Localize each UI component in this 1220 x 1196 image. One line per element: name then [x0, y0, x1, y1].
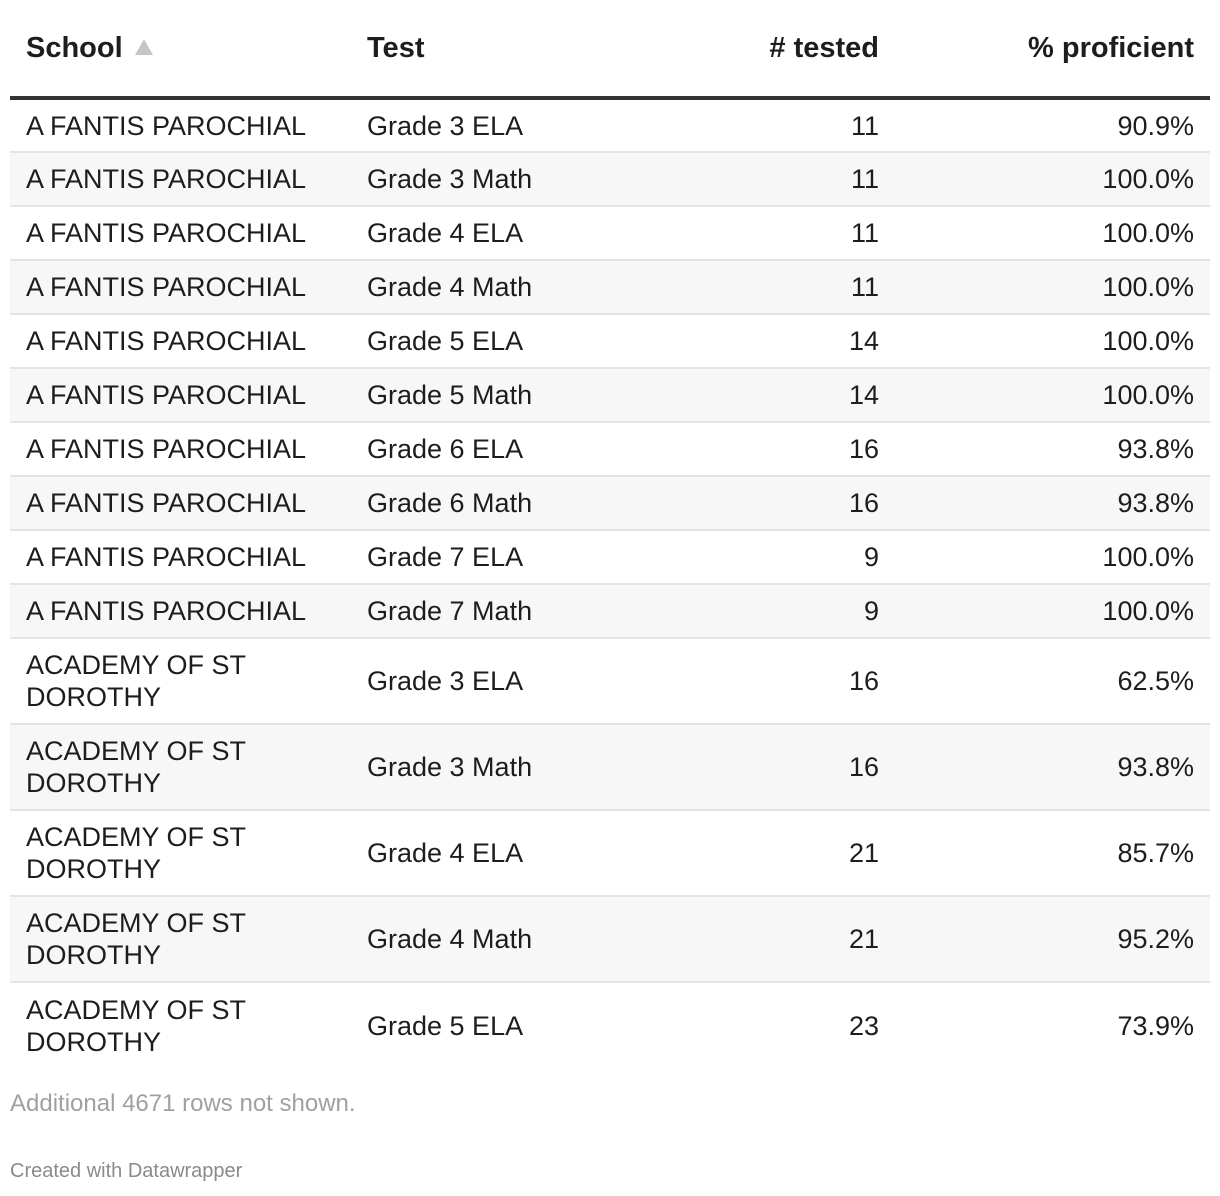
table-row: ACADEMY OF ST DOROTHY Grade 4 ELA 21 85.7%: [10, 810, 1210, 897]
cell-test: Grade 5 Math: [351, 368, 720, 423]
data-table: School Test # tested % proficient A FANT…: [10, 0, 1210, 1068]
cell-proficient: 100.0%: [895, 314, 1210, 369]
cell-test: Grade 3 ELA: [351, 638, 720, 725]
cell-school: A FANTIS PAROCHIAL: [10, 314, 351, 369]
cell-proficient: 73.9%: [895, 982, 1210, 1068]
cell-tested: 11: [720, 260, 895, 315]
cell-test: Grade 5 ELA: [351, 314, 720, 369]
table-row: ACADEMY OF ST DOROTHY Grade 3 Math 16 93.8%: [10, 724, 1210, 811]
cell-school: A FANTIS PAROCHIAL: [10, 368, 351, 423]
cell-school: ACADEMY OF ST DOROTHY: [10, 638, 351, 725]
cell-tested: 14: [720, 314, 895, 369]
table-row: A FANTIS PAROCHIAL Grade 5 Math 14 100.0%: [10, 368, 1210, 423]
cell-test: Grade 6 Math: [351, 476, 720, 531]
cell-proficient: 90.9%: [895, 98, 1210, 153]
data-table-container: School Test # tested % proficient A FANT…: [10, 0, 1210, 1068]
table-row: A FANTIS PAROCHIAL Grade 4 Math 11 100.0%: [10, 260, 1210, 315]
datawrapper-credit: Created with Datawrapper: [10, 1160, 243, 1182]
cell-school: A FANTIS PAROCHIAL: [10, 152, 351, 207]
column-header-label: School: [26, 31, 123, 64]
column-header-proficient[interactable]: % proficient: [895, 0, 1210, 100]
cell-proficient: 93.8%: [895, 476, 1210, 531]
cell-proficient: 100.0%: [895, 584, 1210, 639]
cell-proficient: 93.8%: [895, 724, 1210, 811]
table-row: ACADEMY OF ST DOROTHY Grade 4 Math 21 95.2%: [10, 896, 1210, 983]
table-row: A FANTIS PAROCHIAL Grade 3 Math 11 100.0%: [10, 152, 1210, 207]
table-row: A FANTIS PAROCHIAL Grade 4 ELA 11 100.0%: [10, 206, 1210, 261]
cell-tested: 21: [720, 896, 895, 983]
cell-tested: 11: [720, 98, 895, 153]
cell-school: A FANTIS PAROCHIAL: [10, 206, 351, 261]
cell-test: Grade 4 Math: [351, 896, 720, 983]
cell-test: Grade 4 ELA: [351, 206, 720, 261]
cell-tested: 14: [720, 368, 895, 423]
cell-school: A FANTIS PAROCHIAL: [10, 584, 351, 639]
column-header-tested[interactable]: # tested: [720, 0, 895, 100]
cell-tested: 16: [720, 422, 895, 477]
table-body: A FANTIS PAROCHIAL Grade 3 ELA 11 90.9% A FA…: [10, 98, 1210, 1068]
cell-school: A FANTIS PAROCHIAL: [10, 422, 351, 477]
cell-proficient: 100.0%: [895, 530, 1210, 585]
cell-tested: 9: [720, 584, 895, 639]
cell-test: Grade 7 ELA: [351, 530, 720, 585]
table-row: ACADEMY OF ST DOROTHY Grade 5 ELA 23 73.9%: [10, 982, 1210, 1068]
cell-test: Grade 6 ELA: [351, 422, 720, 477]
cell-school: ACADEMY OF ST DOROTHY: [10, 724, 351, 811]
column-header-label: # tested: [769, 31, 879, 64]
cell-proficient: 93.8%: [895, 422, 1210, 477]
column-header-school[interactable]: School: [10, 0, 351, 100]
table-row: ACADEMY OF ST DOROTHY Grade 3 ELA 16 62.5%: [10, 638, 1210, 725]
cell-tested: 9: [720, 530, 895, 585]
cell-test: Grade 3 ELA: [351, 98, 720, 153]
cell-school: ACADEMY OF ST DOROTHY: [10, 896, 351, 983]
cell-tested: 11: [720, 152, 895, 207]
column-header-label: Test: [367, 31, 425, 64]
cell-tested: 16: [720, 638, 895, 725]
table-row: A FANTIS PAROCHIAL Grade 5 ELA 14 100.0%: [10, 314, 1210, 369]
cell-proficient: 62.5%: [895, 638, 1210, 725]
cell-proficient: 100.0%: [895, 206, 1210, 261]
cell-test: Grade 5 ELA: [351, 982, 720, 1068]
table-row: A FANTIS PAROCHIAL Grade 6 ELA 16 93.8%: [10, 422, 1210, 477]
table-row: A FANTIS PAROCHIAL Grade 7 ELA 9 100.0%: [10, 530, 1210, 585]
cell-school: A FANTIS PAROCHIAL: [10, 98, 351, 153]
cell-test: Grade 3 Math: [351, 152, 720, 207]
table-row: A FANTIS PAROCHIAL Grade 7 Math 9 100.0%: [10, 584, 1210, 639]
cell-school: ACADEMY OF ST DOROTHY: [10, 982, 351, 1068]
table-row: A FANTIS PAROCHIAL Grade 6 Math 16 93.8%: [10, 476, 1210, 531]
cell-test: Grade 4 ELA: [351, 810, 720, 897]
cell-tested: 16: [720, 476, 895, 531]
cell-tested: 16: [720, 724, 895, 811]
cell-test: Grade 3 Math: [351, 724, 720, 811]
cell-proficient: 100.0%: [895, 368, 1210, 423]
cell-proficient: 95.2%: [895, 896, 1210, 983]
cell-tested: 21: [720, 810, 895, 897]
column-header-test[interactable]: Test: [351, 0, 720, 100]
cell-test: Grade 4 Math: [351, 260, 720, 315]
cell-school: A FANTIS PAROCHIAL: [10, 260, 351, 315]
cell-tested: 23: [720, 982, 895, 1068]
cell-proficient: 100.0%: [895, 152, 1210, 207]
cell-proficient: 85.7%: [895, 810, 1210, 897]
cell-school: A FANTIS PAROCHIAL: [10, 476, 351, 531]
cell-tested: 11: [720, 206, 895, 261]
table-row: A FANTIS PAROCHIAL Grade 3 ELA 11 90.9%: [10, 98, 1210, 153]
cell-test: Grade 7 Math: [351, 584, 720, 639]
table-header: School Test # tested % proficient: [10, 0, 1210, 100]
cell-proficient: 100.0%: [895, 260, 1210, 315]
cell-school: ACADEMY OF ST DOROTHY: [10, 810, 351, 897]
column-header-label: % proficient: [1028, 31, 1194, 64]
header-row: School Test # tested % proficient: [10, 0, 1210, 100]
cell-school: A FANTIS PAROCHIAL: [10, 530, 351, 585]
sort-ascending-icon[interactable]: [134, 38, 153, 55]
rows-hidden-note: Additional 4671 rows not shown.: [10, 1090, 356, 1117]
